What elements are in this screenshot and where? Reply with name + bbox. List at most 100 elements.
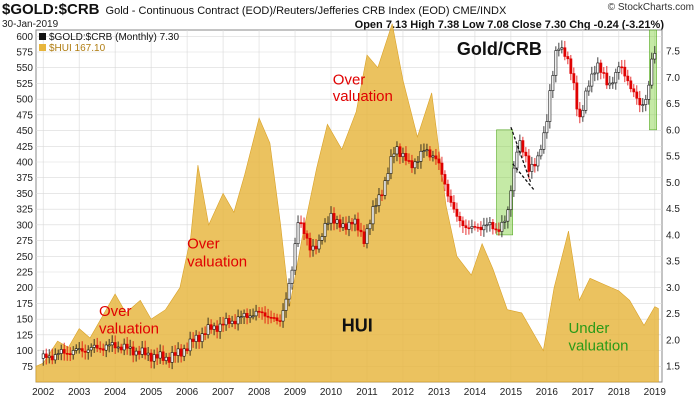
trendline-lower	[512, 163, 535, 191]
candle-body	[95, 344, 99, 349]
candle-body	[395, 146, 399, 155]
candle-body	[533, 163, 537, 167]
candle-body	[623, 66, 627, 77]
watermark: © StockCharts.com	[607, 2, 694, 13]
candle-body	[242, 313, 246, 317]
candle-body	[443, 174, 447, 185]
candle-body	[284, 298, 288, 311]
candle-body	[638, 97, 642, 106]
right-axis-tick: 6.5	[666, 99, 680, 110]
right-axis-tick: 4.5	[666, 204, 680, 215]
left-axis-tick: 125	[16, 330, 33, 341]
candle-body	[152, 354, 156, 362]
candle-body	[437, 158, 441, 164]
candle-body	[647, 84, 651, 100]
candle-body	[137, 350, 141, 355]
annotation-over: Over	[187, 236, 220, 253]
candle-body	[251, 315, 255, 318]
candle-body	[257, 310, 261, 313]
candle-body	[458, 216, 462, 222]
candle-body	[221, 323, 225, 326]
candle-body	[281, 310, 285, 322]
candle-body	[296, 222, 300, 245]
ohlc-readout: Open 7.13 High 7.38 Low 7.08 Close 7.30 …	[354, 19, 664, 31]
candle-body	[413, 161, 417, 169]
candle-body	[113, 342, 117, 349]
left-axis-tick: 375	[16, 173, 33, 184]
left-axis-tick: 100	[16, 346, 33, 357]
x-axis-tick: 2013	[428, 387, 451, 398]
x-axis-tick: 2015	[500, 387, 523, 398]
candle-body	[554, 50, 558, 76]
candle-body	[386, 173, 390, 181]
candle-body	[89, 347, 93, 351]
candle-body	[56, 353, 60, 355]
left-axis-tick: 350	[16, 189, 33, 200]
candle-body	[482, 224, 486, 231]
series-hui-area	[35, 23, 659, 383]
candle-body	[635, 91, 639, 99]
annotation-over: Over	[99, 303, 132, 320]
left-axis-tick: 600	[16, 32, 33, 43]
right-axis-tick: 3.0	[666, 283, 680, 294]
candle-body	[323, 223, 327, 237]
candle-body	[422, 150, 426, 153]
candle-body	[485, 224, 489, 227]
candle-body	[515, 151, 519, 169]
candle-body	[419, 150, 423, 162]
candle-body	[263, 312, 267, 317]
candle-body	[200, 333, 204, 342]
candle-body	[161, 351, 165, 361]
candle-body	[551, 75, 555, 91]
annotation-valuation: valuation	[333, 88, 393, 105]
candle-body	[596, 62, 600, 74]
candle-body	[464, 225, 468, 229]
annotation-hui: HUI	[342, 316, 373, 336]
candle-body	[584, 90, 588, 111]
candle-body	[239, 316, 243, 318]
x-axis-tick: 2006	[176, 387, 199, 398]
candle-body	[290, 269, 294, 284]
candle-body	[278, 320, 282, 322]
candle-body	[149, 352, 153, 362]
legend-swatch-secondary	[39, 44, 46, 51]
chart-title: $GOLD:$CRB Gold - Continuous Contract (EO…	[2, 1, 506, 18]
candle-body	[182, 348, 186, 357]
candle-body	[83, 350, 87, 353]
candle-body	[350, 221, 354, 225]
candle-body	[461, 220, 465, 227]
candle-body	[353, 218, 357, 225]
left-axis-tick: 175	[16, 299, 33, 310]
x-axis-tick: 2018	[608, 387, 631, 398]
candle-body	[128, 346, 132, 349]
candle-body	[71, 350, 75, 355]
candle-body	[236, 316, 240, 325]
candle-body	[629, 80, 633, 90]
candle-body	[614, 72, 618, 84]
candle-body	[293, 243, 297, 271]
candle-body	[512, 167, 516, 192]
left-axis-tick: 575	[16, 48, 33, 59]
candle-body	[380, 194, 384, 197]
candle-body	[470, 226, 474, 229]
right-axis-tick: 5.0	[666, 178, 680, 189]
annotation-valuation: valuation	[99, 321, 159, 338]
candle-body	[308, 237, 312, 251]
candle-body	[329, 213, 333, 224]
candle-body	[146, 352, 150, 356]
candle-body	[326, 222, 330, 225]
left-axis-tick: 275	[16, 236, 33, 247]
candle-body	[527, 155, 531, 172]
annotation-valuation: valuation	[568, 338, 628, 355]
candle-body	[104, 344, 108, 351]
candle-body	[488, 222, 492, 226]
candle-body	[560, 47, 564, 50]
candle-body	[62, 349, 66, 354]
x-axis-tick: 2005	[140, 387, 163, 398]
candle-body	[59, 349, 63, 354]
candle-body	[602, 72, 606, 74]
candle-body	[539, 149, 543, 157]
x-axis-tick: 2004	[104, 387, 127, 398]
candle-body	[260, 311, 264, 314]
candle-body	[593, 72, 597, 75]
